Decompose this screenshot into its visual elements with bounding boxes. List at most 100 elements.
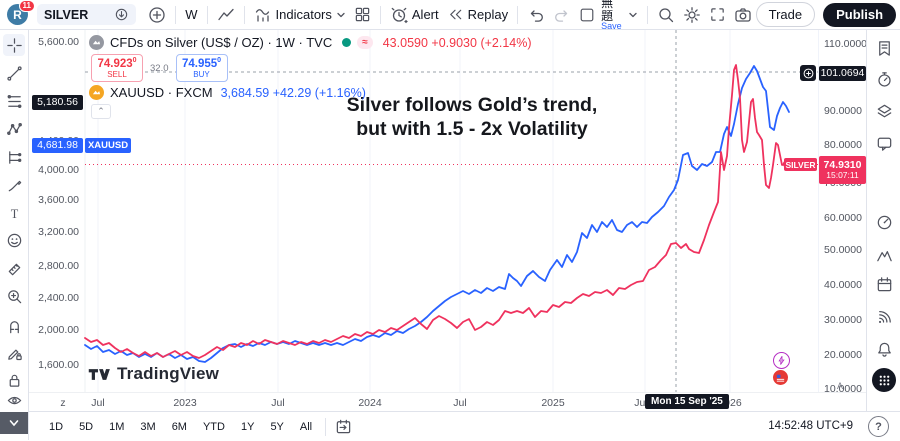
replay-label: Replay bbox=[467, 7, 509, 22]
go-to-date-button[interactable] bbox=[331, 418, 356, 435]
session-clock[interactable]: 14:52:48 UTC+9 bbox=[768, 420, 853, 432]
snapshot-button[interactable] bbox=[730, 6, 756, 24]
measure-tool[interactable] bbox=[3, 258, 25, 280]
add-symbol-button[interactable] bbox=[144, 6, 170, 24]
interval-label: W bbox=[185, 7, 198, 22]
user-avatar[interactable]: R 11 bbox=[7, 0, 35, 25]
ideas-button[interactable] bbox=[873, 244, 895, 266]
annotation-line1: Silver follows Gold’s trend, bbox=[346, 94, 598, 116]
toolbar-separator bbox=[175, 5, 177, 24]
layout-grid-button[interactable] bbox=[350, 6, 375, 23]
tradingview-logo-icon bbox=[88, 368, 110, 380]
symbol-search-button[interactable]: SILVER bbox=[37, 4, 137, 25]
time-axis[interactable]: z Jul 2023 Jul 2024 Jul 2025 Jul 2026 Mon 15 Sep… bbox=[29, 392, 866, 412]
brush-tool[interactable] bbox=[3, 174, 25, 196]
indicators-button[interactable]: Indicators bbox=[250, 6, 350, 24]
lock-drawings-tool[interactable] bbox=[3, 369, 25, 391]
time-axis-label: Jul bbox=[271, 397, 285, 409]
calendar-button[interactable] bbox=[873, 273, 895, 295]
range-button-ytd[interactable]: YTD bbox=[202, 420, 225, 433]
layout-grid-icon bbox=[355, 7, 370, 22]
layout-title-button[interactable]: 無題 Save bbox=[601, 0, 622, 32]
range-button-1m[interactable]: 1M bbox=[109, 420, 125, 433]
legend-collapse-button[interactable]: ⌃ bbox=[91, 104, 111, 119]
news-flow-button[interactable] bbox=[873, 306, 895, 328]
chart-type-button[interactable] bbox=[213, 6, 239, 24]
chevron-down-icon bbox=[9, 420, 19, 427]
auto-scale-toggle[interactable]: A bbox=[837, 381, 844, 391]
fullscreen-button[interactable] bbox=[705, 6, 730, 23]
publish-button[interactable]: Publish bbox=[823, 2, 897, 27]
fib-retracement-tool[interactable] bbox=[3, 90, 25, 112]
settings-button[interactable] bbox=[679, 6, 705, 24]
trend-line-tool[interactable] bbox=[3, 62, 25, 84]
range-button-all[interactable]: All bbox=[299, 420, 313, 433]
chart-text-annotation[interactable]: Silver follows Gold’s trend, but with 1.… bbox=[277, 93, 667, 141]
publish-label: Publish bbox=[836, 7, 884, 22]
chart-pane[interactable]: CFDs on Silver (US$ / OZ) · 1W · TVC ≈ 4… bbox=[29, 30, 866, 392]
crosshair-tool[interactable] bbox=[3, 34, 25, 56]
notifications-button[interactable] bbox=[873, 338, 895, 360]
replay-button[interactable]: Replay bbox=[443, 6, 512, 23]
redo-button[interactable] bbox=[549, 6, 575, 24]
text-tool[interactable]: T bbox=[3, 202, 25, 224]
undo-button[interactable] bbox=[523, 6, 549, 24]
magnifier-plus-icon bbox=[7, 289, 21, 303]
collapse-toolbar-button[interactable] bbox=[0, 412, 28, 434]
position-tool[interactable] bbox=[3, 146, 25, 168]
range-button-5y[interactable]: 5Y bbox=[270, 420, 284, 433]
alert-clock-icon bbox=[391, 7, 408, 23]
buy-button[interactable]: 74.9550 BUY bbox=[175, 54, 228, 82]
bottom-toolbar: 1D 5D 1M 3M 6M YTD 1Y 5Y All 14:52:48 UTC+9 ? bbox=[29, 411, 900, 441]
zoom-in-tool[interactable] bbox=[3, 285, 25, 307]
range-button-5d[interactable]: 5D bbox=[79, 420, 94, 433]
interval-button[interactable]: W bbox=[181, 7, 201, 22]
add-alert-plus-icon[interactable] bbox=[800, 65, 816, 81]
chat-button[interactable] bbox=[873, 132, 895, 154]
object-tree-button[interactable] bbox=[873, 100, 895, 122]
pencil-lock-icon bbox=[7, 349, 22, 360]
layout-menu-button[interactable] bbox=[624, 10, 642, 20]
layout-square-button[interactable] bbox=[575, 7, 599, 23]
apps-menu-button[interactable] bbox=[872, 368, 896, 392]
silver-axis-series-label: SILVER bbox=[784, 158, 817, 171]
alert-button[interactable]: Alert bbox=[386, 6, 443, 24]
layers-icon bbox=[877, 104, 891, 117]
range-button-1d[interactable]: 1D bbox=[49, 420, 64, 433]
range-button-6m[interactable]: 6M bbox=[171, 420, 187, 433]
chevron-down-icon bbox=[628, 12, 637, 17]
main-series-legend[interactable]: CFDs on Silver (US$ / OZ) · 1W · TVC ≈ 4… bbox=[89, 34, 532, 51]
left-axis-label: 2,000.00 bbox=[38, 324, 79, 336]
range-button-3m[interactable]: 3M bbox=[140, 420, 156, 433]
red-sticker-icon[interactable] bbox=[773, 370, 788, 385]
right-price-axis[interactable]: 110.000090.000080.000070.000060.000050.0… bbox=[784, 30, 867, 395]
emoji-tool[interactable] bbox=[3, 229, 25, 251]
undo-icon bbox=[530, 9, 544, 22]
sell-button[interactable]: 74.9230 SELL bbox=[91, 54, 143, 82]
magnet-tool[interactable] bbox=[3, 315, 25, 337]
left-axis-label: 5,600.00 bbox=[38, 36, 79, 48]
compare-series-legend[interactable]: XAUUSD · FXCM 3,684.59 +42.29 (+1.16%) bbox=[89, 84, 532, 101]
alerts-button[interactable] bbox=[873, 68, 895, 90]
trend-line-icon bbox=[6, 65, 22, 81]
help-button[interactable]: ? bbox=[868, 416, 889, 437]
right-axis-label: 40.0000 bbox=[824, 279, 862, 291]
gear-icon bbox=[683, 6, 700, 23]
quick-search-button[interactable] bbox=[653, 6, 679, 24]
notifications-badge: 11 bbox=[18, 0, 35, 12]
trade-button[interactable]: Trade bbox=[755, 2, 816, 27]
silver-line[interactable] bbox=[84, 64, 787, 359]
chart-type-line-icon bbox=[217, 8, 234, 20]
avatar-initial: R bbox=[13, 7, 22, 22]
left-price-axis[interactable]: 5,600.004,800.004,400.004,000.003,600.00… bbox=[29, 30, 131, 392]
hide-drawings-tool[interactable] bbox=[3, 389, 25, 411]
lightning-sticker-icon[interactable] bbox=[773, 352, 790, 369]
price-chart[interactable] bbox=[29, 30, 866, 392]
watchlist-button[interactable] bbox=[873, 37, 895, 59]
technicals-button[interactable] bbox=[873, 211, 895, 233]
xauusd-line[interactable] bbox=[84, 65, 790, 363]
right-axis-label: 90.0000 bbox=[824, 105, 862, 117]
range-button-1y[interactable]: 1Y bbox=[240, 420, 255, 433]
pattern-tool[interactable] bbox=[3, 118, 25, 140]
drawing-mode-tool[interactable] bbox=[3, 342, 25, 364]
